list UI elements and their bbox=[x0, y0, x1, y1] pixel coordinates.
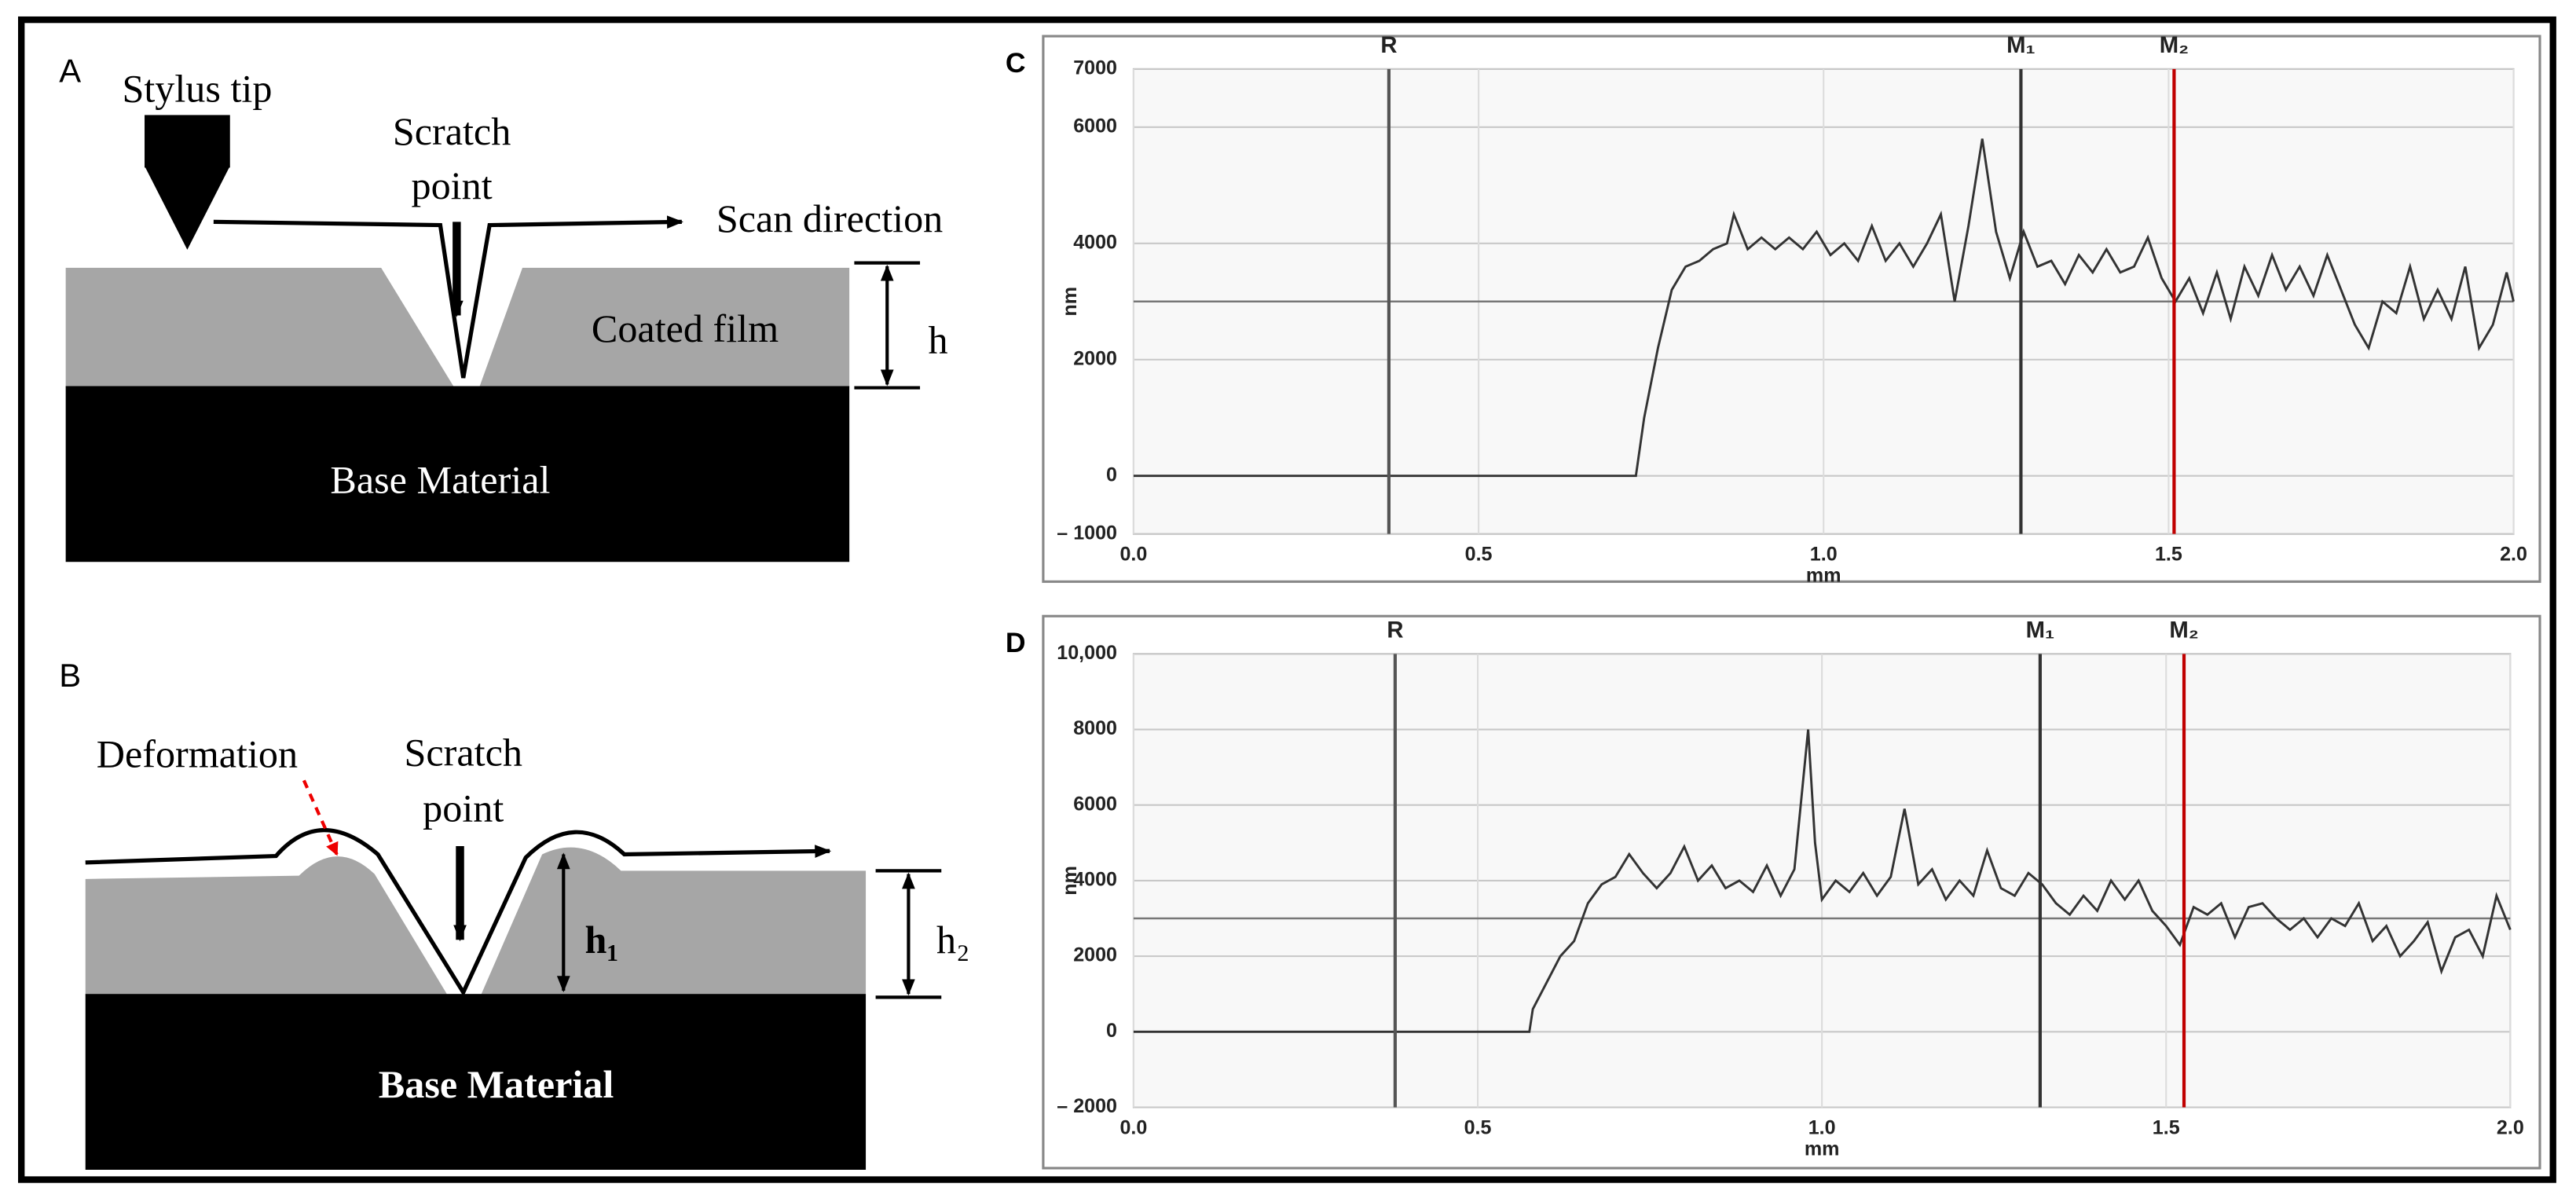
diagram-b: B Deformation Scratch point Base Materia… bbox=[59, 657, 970, 1170]
y-tick-label: – 1000 bbox=[1057, 522, 1117, 544]
y-tick-label: 2000 bbox=[1073, 944, 1117, 966]
label: point bbox=[412, 163, 493, 207]
label: Scan direction bbox=[716, 196, 943, 240]
x-tick-label: 0.5 bbox=[1464, 1116, 1492, 1138]
label: Scratch bbox=[404, 731, 522, 775]
label: point bbox=[423, 786, 504, 830]
base-material bbox=[65, 386, 850, 563]
y-axis-label: nm bbox=[1059, 866, 1081, 896]
label: h₂ bbox=[936, 918, 970, 962]
stylus-body bbox=[145, 115, 230, 168]
cursor-label: R bbox=[1380, 33, 1397, 58]
x-tick-label: 1.5 bbox=[2155, 543, 2182, 565]
x-tick-label: 1.0 bbox=[1810, 543, 1838, 565]
x-tick-label: 1.0 bbox=[1808, 1116, 1836, 1138]
label: Coated film bbox=[592, 306, 779, 350]
coated-film bbox=[85, 847, 867, 996]
profile-line bbox=[1133, 138, 2515, 478]
x-tick-label: 1.5 bbox=[2153, 1116, 2180, 1138]
y-axis-label: nm bbox=[1059, 287, 1081, 317]
cursor-label: M₁ bbox=[2026, 617, 2054, 643]
cursor-label: M₂ bbox=[2160, 33, 2189, 58]
panel-label: C bbox=[1006, 47, 1026, 79]
panel-label: D bbox=[1006, 627, 1026, 658]
y-tick-label: 4000 bbox=[1073, 231, 1117, 253]
label: Scratch bbox=[393, 109, 511, 153]
y-tick-label: 6000 bbox=[1073, 793, 1117, 815]
profile-line bbox=[1133, 729, 2512, 1033]
label: Base Material bbox=[330, 457, 550, 501]
y-tick-label: 0 bbox=[1106, 464, 1117, 486]
y-tick-label: 2000 bbox=[1073, 347, 1117, 369]
label: Stylus tip bbox=[122, 67, 272, 111]
label: h bbox=[929, 318, 948, 362]
x-tick-label: 2.0 bbox=[2497, 1116, 2524, 1138]
cursor-label: M₂ bbox=[2169, 617, 2198, 643]
x-tick-label: 0.5 bbox=[1465, 543, 1493, 565]
x-tick-label: 0.0 bbox=[1119, 543, 1147, 565]
label: Base Material bbox=[379, 1062, 614, 1106]
base-material bbox=[85, 994, 867, 1170]
x-axis-label: mm bbox=[1805, 1138, 1840, 1160]
x-axis-label: mm bbox=[1806, 565, 1841, 587]
x-tick-label: 0.0 bbox=[1119, 1116, 1147, 1138]
y-tick-label: – 2000 bbox=[1057, 1095, 1117, 1117]
y-tick-label: 0 bbox=[1106, 1020, 1117, 1042]
stylus-tip bbox=[145, 166, 230, 250]
panel-label: A bbox=[59, 53, 81, 90]
panel-label: B bbox=[59, 657, 81, 694]
y-tick-label: 10,000 bbox=[1057, 642, 1117, 664]
cursor-label: M₁ bbox=[2006, 33, 2035, 58]
diagram-a: A Stylus tip Scratch point Scan directio… bbox=[59, 53, 948, 563]
label: h₁ bbox=[584, 918, 618, 962]
cursor-label: R bbox=[1387, 617, 1403, 643]
coated-film bbox=[65, 267, 850, 388]
scan-path bbox=[85, 828, 832, 997]
label: Deformation bbox=[97, 732, 298, 776]
y-tick-label: 8000 bbox=[1073, 717, 1117, 739]
y-tick-label: 7000 bbox=[1073, 57, 1117, 79]
x-tick-label: 2.0 bbox=[2500, 543, 2527, 565]
scan-path bbox=[213, 215, 683, 379]
y-tick-label: 6000 bbox=[1073, 115, 1117, 137]
y-tick-label: 4000 bbox=[1073, 869, 1117, 891]
